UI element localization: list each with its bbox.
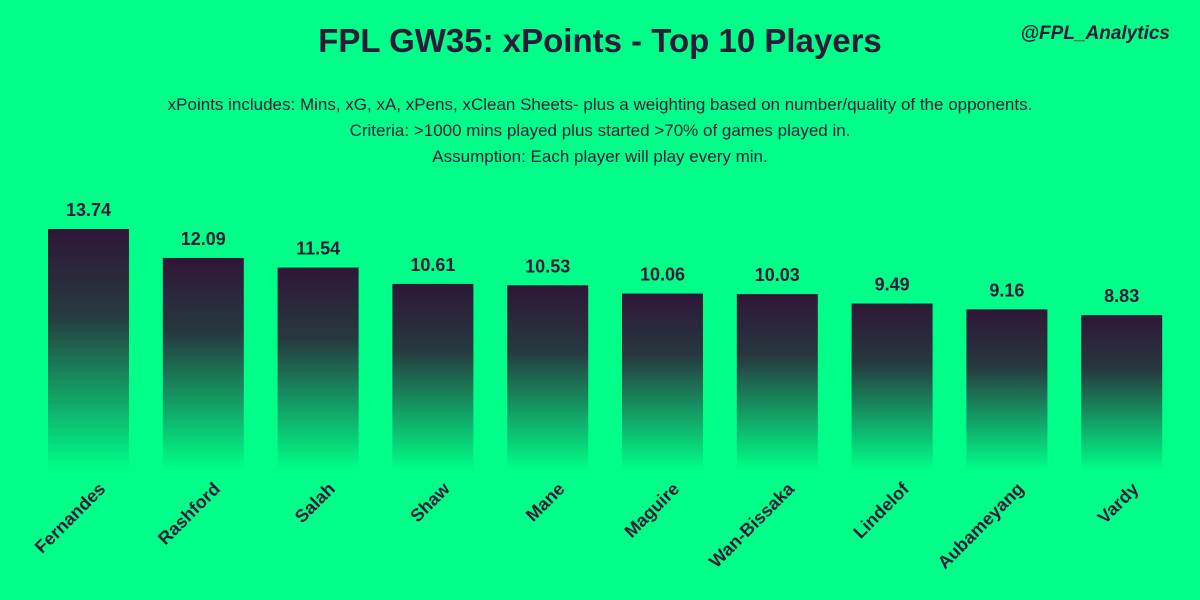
value-label: 9.16 [989,280,1024,300]
bar-wan-bissaka [736,294,818,470]
subtitle-line-1: xPoints includes: Mins, xG, xA, xPens, x… [168,95,1033,114]
category-label: Fernandes [31,479,110,558]
category-label: Lindelof [849,478,913,542]
author-handle: @FPL_Analytics [1021,23,1170,44]
category-label: Aubameyang [934,479,1028,573]
bar-group: 13.74 Fernandes 12.09 Rashford 11.54 Salah 10.… [31,200,1163,573]
bar-maguire [622,293,703,470]
category-label: Wan-Bissaka [705,478,799,572]
value-label: 10.53 [525,256,570,276]
category-label: Salah [291,479,339,527]
value-label: 10.03 [755,265,800,285]
category-label: Rashford [154,479,224,549]
bar-rashford [162,257,244,470]
bar-salah [277,267,359,470]
value-label: 12.09 [181,229,226,249]
bar-lindelof [851,303,933,470]
subtitle-line-3: Assumption: Each player will play every … [432,147,767,166]
subtitle-line-2: Criteria: >1000 mins played plus started… [350,121,851,140]
bar-aubameyang [966,309,1048,470]
category-label: Maguire [620,479,683,542]
chart-title: FPL GW35: xPoints - Top 10 Players [318,22,882,59]
value-label: 8.83 [1104,286,1139,306]
value-label: 11.54 [296,239,340,259]
value-label: 13.74 [66,200,111,220]
value-label: 9.49 [875,275,910,295]
value-label: 10.06 [640,265,685,285]
bar-vardy [1081,315,1163,470]
bar-mane [507,285,589,470]
value-label: 10.61 [410,255,455,275]
bar-shaw [392,283,474,470]
category-label: Shaw [406,478,454,526]
bar-fernandes [48,229,129,470]
category-label: Vardy [1094,479,1143,528]
category-label: Mane [522,479,569,526]
